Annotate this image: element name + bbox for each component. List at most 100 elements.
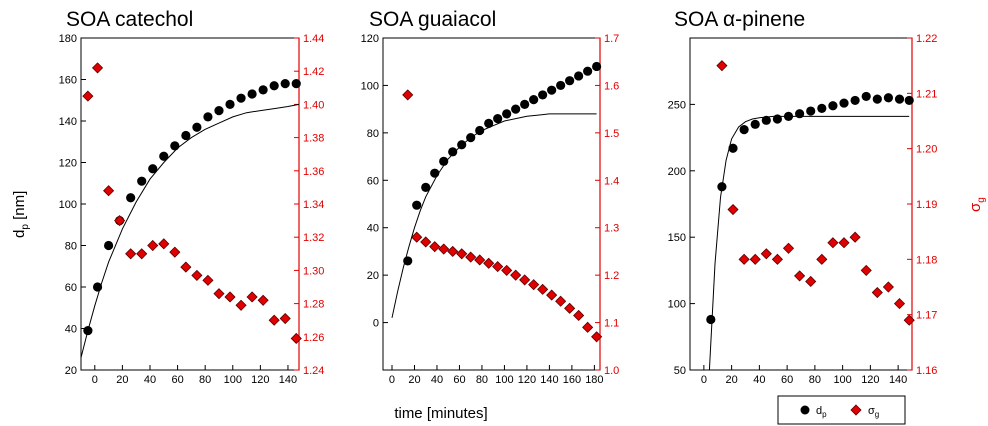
panel-2-dp-point [511,104,521,114]
panel-2-sigma-point [582,321,594,333]
panel-3-y-right-tick-label: 1.21 [916,88,937,100]
panel-2-y-left-tick-label: 60 [367,175,379,187]
panel-1-x-tick-label: 40 [144,374,156,386]
panel-2-dp-point [574,71,584,81]
panel-2-y-right-tick-label: 1.7 [604,33,619,45]
panel-1-sigma-point [279,312,291,325]
panel-1-y-left-tick-label: 100 [59,199,77,211]
panel-1-dp-point [225,99,235,109]
panel-2-sigma-point [546,289,558,301]
panel-1-y-right-tick-label: 1.24 [303,365,324,377]
panel-2-dp-point [439,156,449,166]
panel-1-dp-point [159,151,169,161]
panel-2-sigma-point [528,279,540,291]
panel-2-dp-point [502,109,512,119]
panel-1-sigma-point [82,90,94,102]
panel-1-dp-point [192,122,202,132]
panel-3-y-right-tick-label: 1.17 [916,310,937,322]
panel-3-y-left-tick-label: 50 [674,365,686,377]
panel-3-sigma-point [716,60,728,72]
panel-1-x-tick-label: 0 [92,374,98,386]
panel-3-fit-curve [708,115,910,370]
panel-2-sigma-point [564,302,576,314]
panel-2-title: SOA guaiacol [369,8,496,31]
panel-2-y-right-tick-label: 1.6 [604,80,619,92]
panel-2-sigma-point [429,241,441,253]
panel-2-sigma-point [474,254,486,266]
panel-1-y-right-tick-label: 1.38 [303,133,324,145]
panel-1-y-right-tick-label: 1.40 [303,99,324,111]
panel-1-x-tick-label: 80 [199,374,211,386]
panel-3-sigma-point [903,314,915,326]
panel-2-sigma-point [438,243,450,255]
panel-3-dp-point [850,95,860,106]
panel-2-dp-point [556,80,566,91]
panel-3-x-tick-label: 120 [861,374,879,386]
panel-3-y-left-tick-label: 250 [668,99,686,111]
panel-3-x-tick-label: 60 [781,374,793,386]
panel-3-sigma-point [782,242,795,254]
panel-1-sigma-point [136,248,148,260]
panel-3-dp-point [861,91,871,102]
panel-2-x-tick-label: 100 [495,374,513,386]
panel-3-y-right-tick-label: 1.22 [916,33,937,45]
panel-2-y-right-tick-label: 1.0 [604,365,619,377]
panel-1-sigma-point [224,291,236,303]
panel-2-dp-point [448,147,458,157]
panel-3-x-tick-label: 40 [753,374,765,386]
panel-2-y-right-tick-label: 1.4 [604,175,619,187]
panel-1-y-left-tick-label: 160 [59,75,77,87]
panel-1-dp-point [126,193,136,203]
panel-1-sigma-point [147,239,159,252]
y-axis-left-label-sub: p [20,224,31,230]
panel-2-x-tick-label: 0 [389,374,395,386]
panel-1-dp-point [247,89,257,99]
panel-3-y-right-tick-label: 1.20 [916,144,937,156]
panel-2-sigma-point [420,236,432,248]
panel-3-dp-point [706,314,716,325]
panel-2-dp-point [538,90,548,100]
panel-2-sigma-point [555,295,567,307]
panel-3-y-right-tick-label: 1.19 [916,199,937,211]
legend-dp-marker [800,405,810,415]
panel-2-y-left-tick-label: 40 [367,223,379,235]
panel-1-sigma-point [213,288,225,300]
panel-1-dp-point [291,79,301,89]
panel-3-dp-point [828,101,838,111]
panel-3-y-right-tick-label: 1.18 [916,254,937,266]
panel-1-sigma-point [158,238,170,250]
panel-2-x-tick-label: 160 [563,374,581,386]
panel-2-dp-point [547,85,557,95]
panel-2-dp-point [583,66,593,76]
panel-1-y-right-tick-label: 1.36 [303,166,324,178]
panel-3-x-tick-label: 0 [701,374,707,386]
panel-1-y-left-tick-label: 180 [59,33,77,45]
legend: dp σg [777,395,906,425]
panel-3-sigma-point [771,253,783,265]
panel-3-sigma-point [794,270,806,282]
panel-3-y-left-tick-label: 150 [668,232,686,244]
panel-1-sigma-point [169,246,181,258]
panel-1-x-tick-label: 120 [251,374,269,386]
panel-1-dp-point [214,106,224,116]
panel-1-sigma-point [91,62,104,74]
panel-1-y-right-tick-label: 1.28 [303,299,324,311]
panel-3-dp-point [772,114,783,124]
panel-1-dp-point [258,85,268,95]
panel-2-dp-point [412,200,422,210]
panel-3-frame [689,37,913,371]
panel-3-sigma-point [760,248,772,260]
panel-1-y-right-tick-label: 1.42 [303,66,324,78]
panel-2-dp-point [484,118,494,128]
panel-1-sigma-point [114,215,126,227]
panel-2-x-tick-label: 180 [585,374,603,386]
panel-3-sigma-point [893,298,906,310]
y-axis-left-label: dp [nm] [11,191,31,238]
panel-1-y-left-tick-label: 60 [65,282,77,294]
panel-3-dp-point [817,103,827,113]
panel-1-y-right-tick-label: 1.34 [303,199,324,211]
panel-2-sigma-point [492,261,504,273]
panel-1-y-right-tick-label: 1.32 [303,232,324,244]
panel-2-x-tick-label: 120 [518,374,536,386]
panel-2-dp-point [520,99,530,109]
